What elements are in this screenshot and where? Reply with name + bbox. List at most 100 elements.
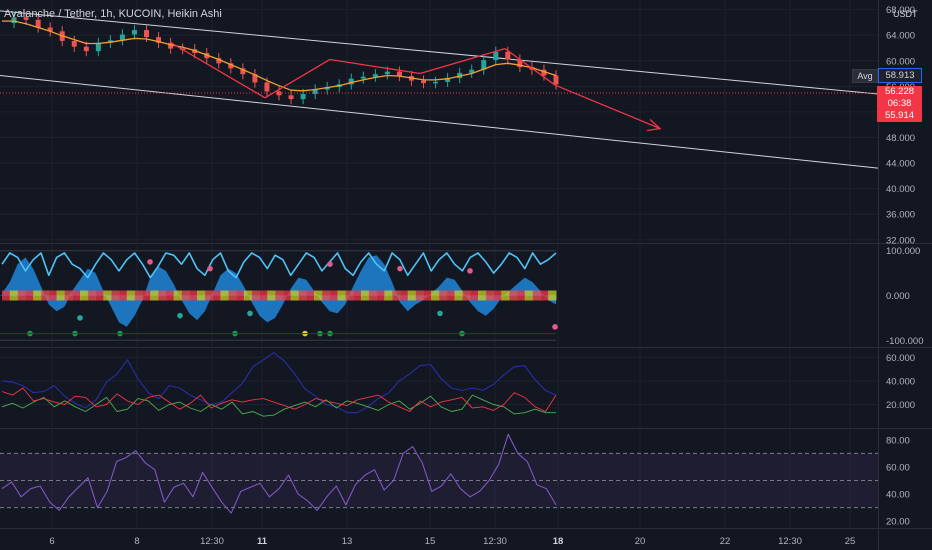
price-tick-label: 64.000 — [886, 31, 915, 42]
zero-band-segment — [251, 290, 260, 301]
rsi-tick-label: 80.00 — [886, 435, 910, 446]
candle-body — [360, 76, 366, 79]
zero-band-segment — [290, 290, 300, 301]
zero-band-segment — [103, 290, 112, 301]
zero-band-segment — [392, 290, 401, 301]
rsi-tick-label: 20.00 — [886, 517, 910, 528]
zero-band-segment — [212, 290, 221, 301]
pattern-line — [264, 58, 331, 99]
projection-arrowhead — [646, 119, 662, 132]
candle-body — [35, 19, 41, 28]
dmi-tick-label: 60.000 — [886, 353, 915, 364]
candle-body — [541, 69, 547, 76]
zero-band-segment — [41, 290, 50, 301]
x-tick-label: 6 — [49, 536, 54, 547]
zero-band-segment — [306, 290, 315, 301]
last-price-badge: 56.228 06:38 55.914 — [877, 86, 922, 122]
zero-band-segment — [56, 290, 65, 301]
zero-band-segment — [33, 290, 42, 301]
symbol-title[interactable]: Avalanche / Tether, 1h, KUCOIN, Heikin A… — [4, 8, 222, 20]
signal-dot — [397, 265, 403, 272]
rsi-line — [1, 433, 557, 514]
zero-band-segment — [87, 290, 97, 301]
zero-band-segment — [236, 290, 245, 301]
candle-body — [240, 68, 246, 75]
zero-band-segment — [438, 290, 448, 301]
zero-band-segment — [501, 290, 510, 301]
last-price-low: 55.914 — [884, 110, 915, 121]
pattern-line — [504, 48, 556, 86]
candle-body — [168, 42, 174, 49]
price-tick-label: 68.000 — [886, 5, 915, 16]
zero-band-segment — [470, 290, 479, 301]
zero-band-segment — [485, 290, 495, 301]
rsi-band — [0, 453, 878, 508]
candle-body — [23, 17, 29, 20]
zero-band-segment — [9, 290, 19, 301]
zero-band-segment — [25, 290, 34, 301]
signal-dot — [147, 259, 153, 265]
x-tick-label: 22 — [720, 536, 731, 547]
zero-band-segment — [532, 290, 541, 301]
x-tick-label: 20 — [635, 536, 646, 547]
zero-band-segment — [360, 290, 370, 301]
zero-band-segment — [298, 290, 307, 301]
zero-band-segment — [173, 290, 182, 301]
signal-dot — [247, 310, 253, 317]
zero-band-segment — [548, 290, 557, 301]
zero-band-segment — [516, 290, 526, 301]
candle-body — [264, 82, 270, 92]
zero-band-segment — [275, 290, 284, 301]
rsi-tick-label: 40.00 — [886, 490, 910, 501]
signal-dot — [437, 310, 443, 317]
candle-body — [156, 37, 162, 43]
zero-band-segment — [423, 290, 432, 301]
signal-dot — [207, 265, 213, 272]
zero-band-segment — [399, 290, 409, 301]
candle-body — [300, 94, 306, 100]
zero-band-segment — [509, 290, 518, 301]
osc-tick-label: -100.000 — [886, 336, 924, 347]
price-tick-label: 44.000 — [886, 159, 915, 170]
signal-dot — [552, 324, 558, 330]
candle-body — [252, 74, 258, 83]
zero-band-segment — [314, 290, 323, 301]
candle-body — [421, 80, 427, 84]
zero-band-segment — [415, 290, 424, 301]
zero-band-segment — [282, 290, 292, 301]
zero-band-segment — [204, 290, 214, 301]
currency-label[interactable]: USDT — [893, 9, 918, 19]
x-tick-label: 12:30 — [483, 536, 507, 547]
avg-badge-value: 58.913 — [878, 68, 922, 83]
zero-band-segment — [220, 290, 229, 301]
pattern-line — [419, 47, 506, 75]
last-price-countdown: 06:38 — [887, 98, 912, 109]
zero-band-segment — [353, 290, 362, 301]
zero-band-segment — [228, 290, 237, 301]
signal-dot — [327, 261, 333, 267]
zero-band-segment — [243, 290, 253, 301]
zero-band-segment — [64, 290, 73, 301]
zero-band-segment — [111, 290, 120, 301]
zero-band-segment — [259, 290, 268, 301]
zero-band-segment — [477, 290, 487, 301]
candle-body — [517, 59, 523, 68]
candle-body — [348, 78, 354, 85]
price-tick-label: 48.000 — [886, 133, 915, 144]
adx-line — [1, 352, 557, 414]
candle-body — [47, 27, 53, 32]
signal-dot — [467, 268, 473, 274]
price-tick-label: 32.000 — [886, 235, 915, 246]
price-tick-label: 40.000 — [886, 184, 915, 195]
candle-body — [481, 60, 487, 70]
candle-body — [469, 69, 475, 73]
zero-band-segment — [72, 290, 81, 301]
candle-body — [312, 89, 318, 95]
candle-body — [119, 34, 125, 41]
candle-body — [71, 40, 77, 47]
osc-tick-label: 0.000 — [886, 291, 910, 302]
zero-band-segment — [189, 290, 198, 301]
channel-lower-line — [0, 74, 879, 169]
